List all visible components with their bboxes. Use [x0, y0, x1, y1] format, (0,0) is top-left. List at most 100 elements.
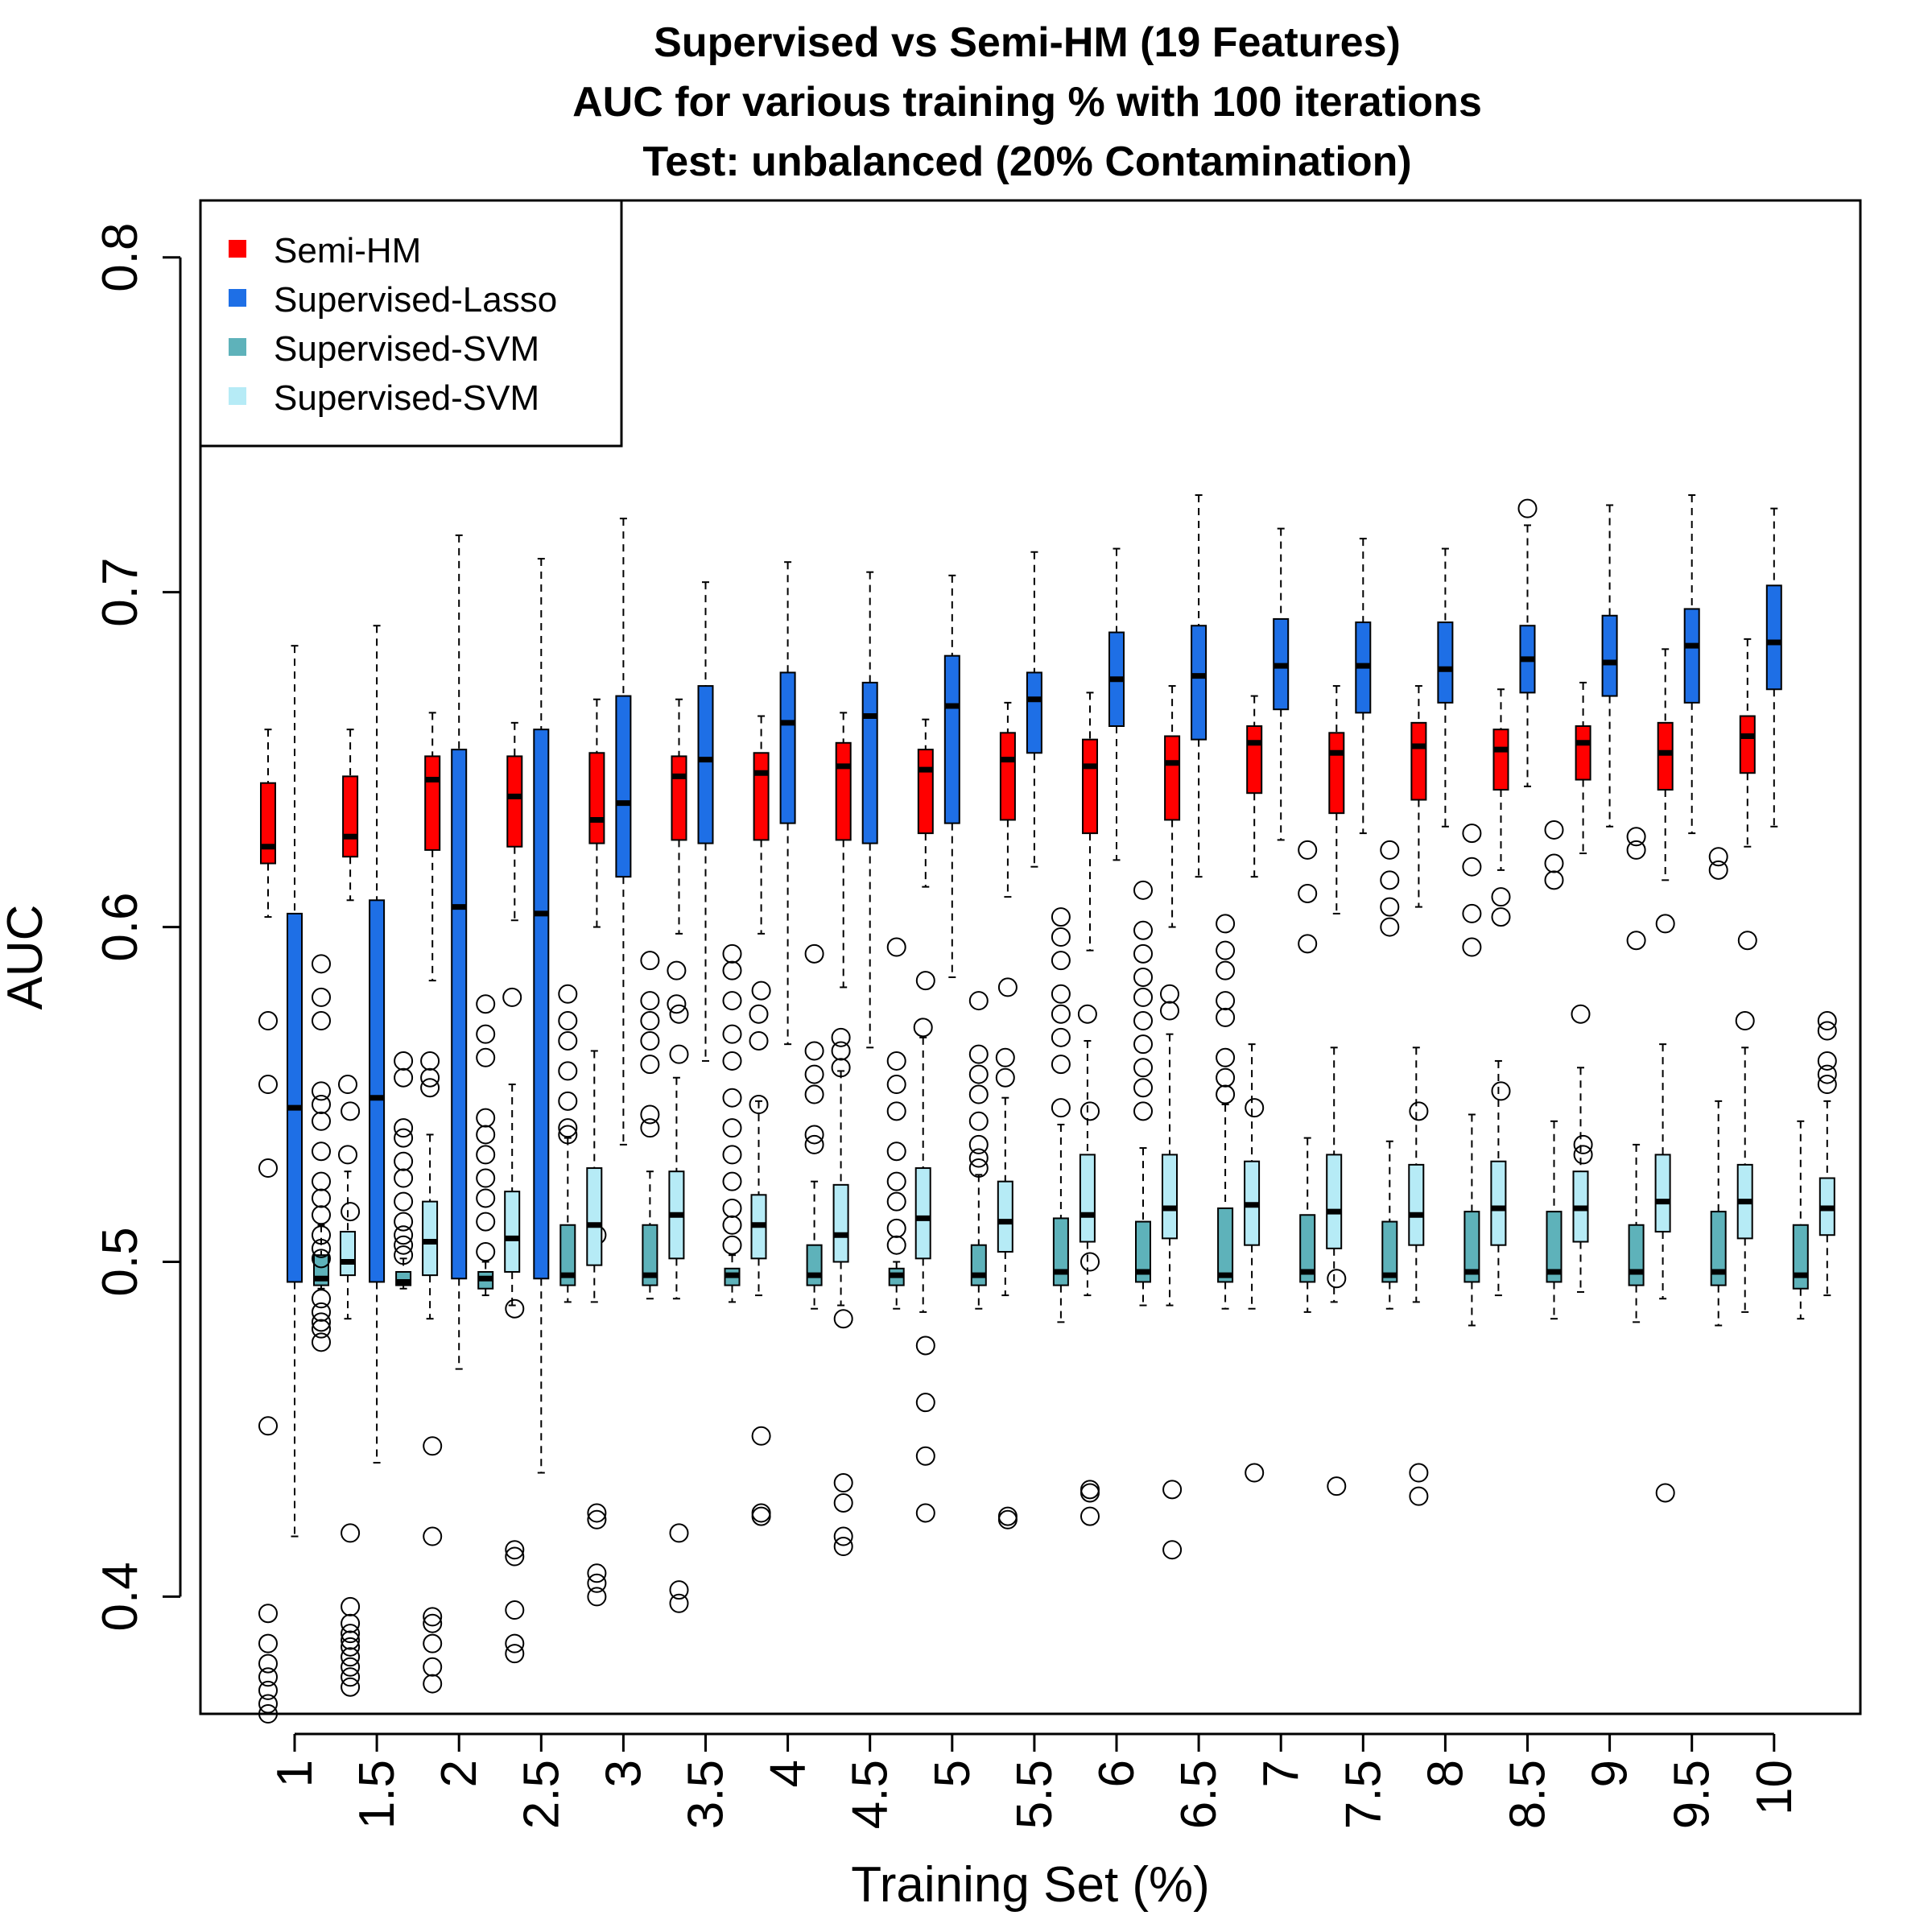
outlier-point	[751, 980, 771, 1001]
outlier-point	[968, 1084, 989, 1104]
box-body	[779, 671, 796, 824]
outlier-point	[394, 1168, 414, 1188]
chart-title-line-3: Test: unbalanced (20% Contamination)	[642, 138, 1411, 185]
outlier-point	[886, 1171, 906, 1191]
outlier-point	[1162, 1480, 1183, 1500]
box-3-0	[338, 1075, 357, 1320]
outlier-point	[1133, 943, 1153, 964]
outlier-point	[1626, 931, 1646, 951]
box-1-13	[1355, 538, 1372, 835]
box-body	[615, 695, 632, 878]
outlier-point	[831, 1058, 851, 1078]
outlier-point	[833, 1537, 853, 1557]
box-body	[1164, 735, 1181, 821]
box-2-1	[394, 1051, 414, 1290]
outlier-point	[558, 1030, 578, 1051]
box-0-7	[833, 712, 853, 1557]
y-tick-label: 0.6	[93, 892, 148, 961]
outlier-point	[886, 1075, 906, 1095]
outlier-point	[341, 1523, 361, 1543]
outlier-point	[1080, 1483, 1100, 1503]
x-tick-label: 3	[596, 1760, 651, 1787]
box-body	[999, 732, 1016, 821]
outlier-point	[1573, 1145, 1593, 1165]
legend-swatch-supervised-svm	[229, 338, 246, 356]
box-1-5	[697, 581, 714, 1062]
outlier-point	[558, 984, 578, 1004]
outlier-point	[667, 960, 687, 980]
box-body	[997, 1180, 1013, 1253]
box-2-2	[476, 994, 496, 1297]
outlier-point	[915, 971, 935, 991]
outlier-point	[831, 1041, 851, 1061]
outlier-point	[312, 1205, 331, 1225]
outlier-point	[886, 1101, 906, 1121]
box-2-18	[1792, 1120, 1809, 1320]
box-0-16	[1573, 681, 1593, 1165]
outlier-point	[394, 1235, 414, 1255]
outlier-point	[1571, 1004, 1591, 1024]
outlier-point	[640, 1118, 660, 1138]
outlier-point	[423, 1633, 443, 1653]
box-body	[340, 1231, 356, 1277]
outlier-point	[1162, 1540, 1183, 1560]
outlier-point	[423, 1674, 443, 1694]
box-body	[422, 1200, 439, 1277]
x-tick-label: 2.5	[514, 1760, 569, 1829]
box-2-16	[1626, 827, 1646, 1323]
outlier-point	[804, 1125, 824, 1145]
outlier-point	[669, 1580, 689, 1600]
box-1-6	[779, 561, 796, 1046]
outlier-point	[476, 1212, 496, 1232]
box-3-17	[1735, 1011, 1755, 1313]
box-body	[1657, 721, 1674, 791]
box-body	[1490, 1160, 1507, 1246]
box-0-11	[1162, 685, 1183, 1560]
outlier-point	[505, 1633, 525, 1653]
outlier-point	[341, 1647, 361, 1667]
box-2-11	[1216, 914, 1236, 1310]
outlier-point	[312, 954, 331, 974]
box-1-7	[861, 571, 878, 1049]
legend-swatch-supervised-svm-2	[229, 387, 246, 405]
box-3-15	[1571, 1004, 1591, 1293]
outlier-point	[886, 1218, 906, 1238]
x-tick-label: 9.5	[1665, 1760, 1720, 1829]
box-body	[970, 1244, 987, 1286]
outlier-point	[1817, 1011, 1837, 1031]
outlier-point	[1216, 1007, 1236, 1027]
outlier-point	[587, 1509, 607, 1530]
box-0-13	[1327, 685, 1347, 1496]
box-body	[1162, 1154, 1178, 1240]
outlier-point	[886, 1051, 906, 1071]
box-3-12	[1326, 1046, 1343, 1303]
box-body	[917, 749, 934, 835]
x-tick-label: 4.5	[843, 1760, 898, 1829]
outlier-point	[1517, 498, 1538, 518]
box-body	[424, 755, 441, 851]
x-tick-label: 2	[431, 1760, 487, 1787]
outlier-point	[640, 991, 660, 1011]
box-1-10	[1108, 547, 1125, 861]
outlier-point	[669, 1004, 689, 1024]
outlier-point	[640, 1011, 660, 1031]
box-body	[559, 1224, 576, 1286]
outlier-point	[968, 1158, 989, 1179]
box-2-15	[1544, 819, 1564, 1320]
outlier-point	[997, 1509, 1018, 1530]
outlier-point	[423, 1657, 443, 1677]
outlier-point	[1737, 931, 1757, 951]
outlier-point	[312, 1332, 331, 1352]
box-1-16	[1601, 504, 1618, 828]
outlier-point	[997, 977, 1018, 997]
outlier-point	[1051, 984, 1071, 1004]
outlier-point	[476, 1145, 496, 1165]
outlier-point	[258, 1604, 278, 1624]
outlier-point	[505, 1546, 525, 1567]
box-body	[451, 749, 468, 1280]
box-0-17	[1655, 648, 1675, 1503]
outlier-point	[833, 1309, 853, 1329]
outlier-point	[476, 1108, 496, 1128]
outlier-point	[1380, 897, 1400, 917]
outlier-point	[968, 1111, 989, 1131]
